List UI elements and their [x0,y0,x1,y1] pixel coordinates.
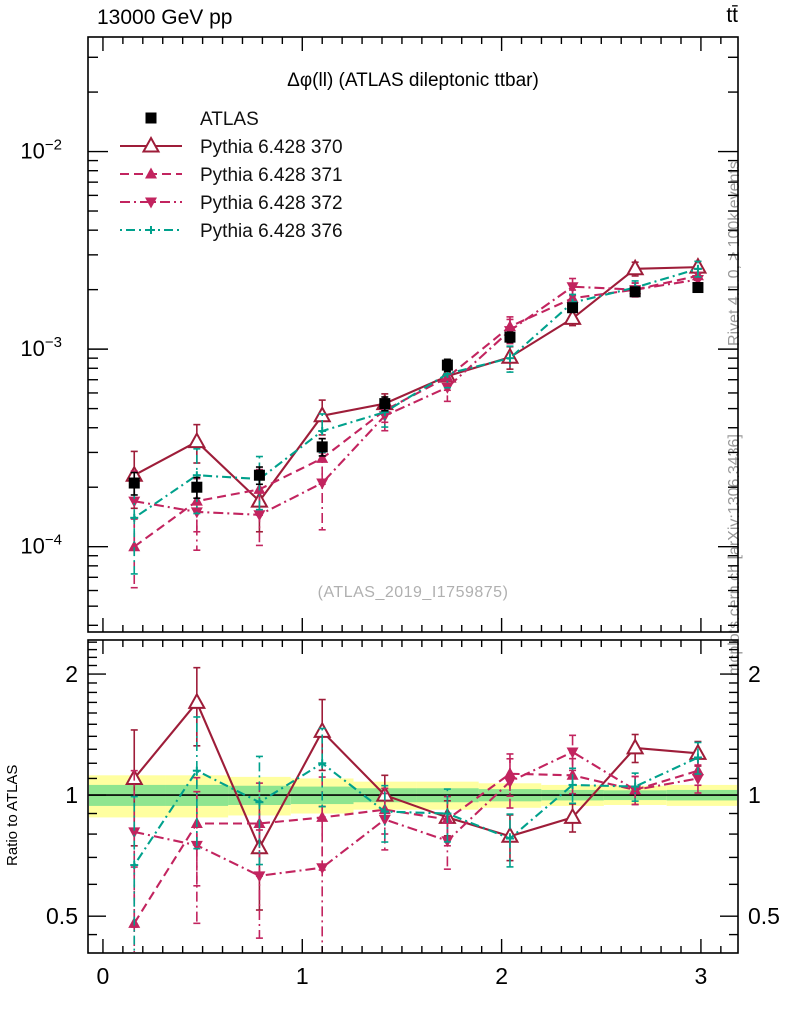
analysis-id-watermark: (ATLAS_2019_I1759875) [317,584,509,601]
marker-triangle-open [625,258,645,276]
marker-triangle-down [691,275,704,287]
series-line [133,274,699,548]
process-label: tt̄ [726,4,738,27]
y-axis-tick-label: 10−4 [20,532,62,559]
series-main-Pythia-6.428-372 [128,272,704,551]
series-main-Pythia-6.428-376 [130,260,702,575]
marker-square [145,112,157,124]
legend: ATLAS Pythia 6.428 370 Pythia 6.428 371 Pyt… [120,109,343,242]
marker-triangle-open [563,308,582,325]
marker-triangle-down [128,827,141,839]
marker-square [128,477,140,489]
marker-triangle-down [566,282,579,294]
series-ratio-Pythia-6.428-376 [130,716,702,952]
marker-triangle-down [691,773,704,785]
legend-item-Pythia-6.428-376: Pythia 6.428 376 [120,221,343,242]
series-main-ATLAS [128,282,704,499]
legend-label: ATLAS [200,109,259,130]
series-line [133,267,699,519]
ratio-tick-label-left: 1 [65,782,78,808]
marker-square [379,398,391,410]
ratio-tick-label-right: 2 [748,661,761,687]
series-main-Pythia-6.428-371 [128,268,704,589]
legend-label: Pythia 6.428 370 [200,137,343,158]
marker-triangle-down [190,840,203,852]
marker-square [692,282,704,294]
series-line [133,266,698,503]
x-axis-tick-label: 1 [296,963,309,989]
axis-labels: 10−2 10−3 10−4 2 2 1 1 0.5 0.5 0 1 2 3 Δφ(ll) (ATLAS … [20,70,780,989]
legend-item-ATLAS: ATLAS [145,109,259,130]
marker-triangle-down [503,777,516,789]
marker-square [441,359,453,371]
atlas-uncertainty-bands [89,775,737,818]
marker-square [567,302,579,314]
marker-triangle-down [316,478,329,490]
marker-triangle-down [316,863,329,875]
legend-item-Pythia-6.428-370: Pythia 6.428 370 [120,135,343,158]
marker-triangle-open [141,135,161,153]
legend-label: Pythia 6.428 376 [200,221,343,242]
marker-triangle-open [187,692,207,709]
legend-label: Pythia 6.428 371 [200,165,343,186]
axes [87,36,739,954]
x-axis-tick-label: 2 [495,963,508,989]
ratio-tick-label-left: 0.5 [46,903,78,929]
y-axis-tick-label: 10−3 [20,334,62,361]
panel-frame [87,639,739,954]
marker-triangle-open [563,807,582,824]
marker-triangle-up [316,810,329,822]
legend-item-Pythia-6.428-372: Pythia 6.428 372 [120,193,343,214]
marker-square [191,481,203,493]
marker-triangle-up [566,291,579,303]
marker-square [504,331,516,343]
ratio-tick-label-left: 2 [65,661,78,687]
panel-frame [87,36,739,633]
series-line [133,756,699,866]
marker-triangle-down [253,510,266,522]
marker-triangle-down [253,871,266,883]
marker-triangle-down [629,785,642,797]
marker-triangle-down [378,814,391,826]
marker-square [316,441,328,453]
plot-title: Δφ(ll) (ATLAS dileptonic ttbar) [287,70,539,91]
x-axis-tick-label: 0 [97,963,110,989]
marker-triangle-open [187,431,207,449]
beam-energy-label: 13000 GeV pp [97,6,233,29]
marker-triangle-down [128,496,141,508]
ratio-tick-label-right: 0.5 [748,903,780,929]
series-main-Pythia-6.428-370 [125,257,708,533]
y-axis-tick-label: 10−2 [20,137,62,164]
marker-square [629,286,641,298]
series-line [134,750,699,877]
marker-triangle-up [145,167,157,179]
marker-triangle-up [503,767,516,779]
legend-label: Pythia 6.428 372 [200,193,343,214]
legend-item-Pythia-6.428-371: Pythia 6.428 371 [120,165,343,186]
series-ratio-Pythia-6.428-372 [128,734,704,952]
ratio-tick-label-right: 1 [748,782,761,808]
series-line [134,278,699,516]
x-axis-tick-label: 3 [695,963,708,989]
marker-triangle-down [145,197,157,209]
marker-triangle-open [625,737,645,755]
marker-triangle-down [566,747,579,759]
marker-square [253,469,265,481]
series-line [133,700,699,851]
series-line [133,769,699,924]
